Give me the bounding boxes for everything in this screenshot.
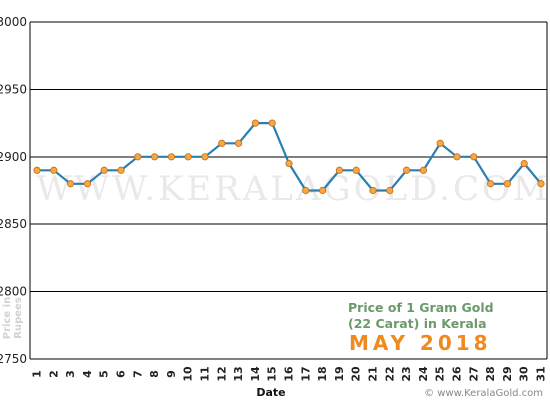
data-point — [268, 119, 276, 127]
data-point — [67, 180, 75, 188]
data-point — [402, 166, 411, 174]
y-axis-title-line2: Rupees — [13, 297, 24, 339]
data-point — [369, 186, 377, 195]
x-tick-label: 24 — [417, 366, 430, 382]
x-tick-label: 11 — [199, 366, 212, 381]
data-point — [486, 180, 495, 188]
y-tick-label: 2950 — [0, 82, 27, 96]
data-point — [470, 153, 478, 161]
x-tick-label: 7 — [131, 370, 144, 378]
x-tick-label: 29 — [501, 366, 514, 381]
data-point — [537, 180, 545, 188]
chart-title-line2: (22 Carat) in Kerala — [348, 316, 487, 331]
data-point — [117, 166, 125, 174]
data-point — [436, 139, 444, 147]
y-tick-label: 2750 — [0, 352, 27, 366]
x-tick-label: 22 — [383, 366, 396, 381]
x-tick-label: 23 — [400, 366, 413, 381]
x-tick-label: 8 — [148, 370, 161, 378]
y-tick-label: 2800 — [0, 285, 27, 299]
data-point — [503, 180, 511, 188]
x-tick-label: 30 — [518, 366, 531, 382]
y-tick-label: 3000 — [0, 15, 27, 29]
x-tick-label: 26 — [451, 366, 464, 382]
data-point — [318, 186, 327, 195]
data-point — [218, 139, 226, 147]
x-axis-title: Date — [256, 386, 285, 399]
y-axis-title-line1: Price in — [2, 297, 13, 339]
x-tick-label: 14 — [249, 366, 262, 382]
data-point — [520, 159, 528, 168]
x-tick-label: 25 — [434, 366, 447, 381]
data-point — [285, 159, 293, 168]
x-tick-label: 2 — [47, 370, 60, 378]
x-tick-label: 17 — [299, 366, 312, 381]
x-tick-label: 16 — [283, 366, 296, 382]
data-point — [386, 186, 394, 195]
x-tick-label: 28 — [484, 366, 497, 381]
data-point — [419, 166, 427, 174]
data-point — [83, 180, 92, 188]
y-tick-label: 2850 — [0, 217, 27, 231]
data-point — [50, 166, 58, 174]
x-tick-label: 12 — [215, 366, 228, 381]
x-tick-label: 10 — [182, 366, 195, 382]
data-point — [335, 166, 343, 174]
data-point — [352, 166, 360, 174]
chart-title-line1: Price of 1 Gram Gold — [348, 300, 494, 315]
x-tick-label: 1 — [31, 370, 44, 378]
data-point — [167, 153, 175, 161]
data-point — [251, 119, 259, 127]
data-point — [151, 153, 159, 161]
y-tick-label: 2900 — [0, 150, 27, 164]
x-tick-label: 27 — [467, 366, 480, 381]
x-tick-label: 4 — [81, 370, 94, 378]
chart-title-month: MAY 2018 — [349, 331, 492, 355]
x-tick-label: 20 — [350, 366, 363, 382]
data-point — [201, 153, 209, 161]
x-tick-label: 9 — [165, 370, 178, 378]
data-point — [453, 153, 461, 161]
data-point — [302, 186, 310, 195]
watermark-text: WWW.KERALAGOLD.COM — [36, 169, 550, 209]
x-tick-label: 19 — [333, 366, 346, 381]
data-point — [184, 153, 192, 161]
data-point — [134, 153, 142, 161]
x-tick-label: 21 — [367, 366, 380, 381]
data-point — [235, 139, 243, 147]
x-tick-label: 18 — [316, 366, 329, 381]
x-tick-label: 31 — [535, 366, 548, 381]
data-point — [33, 166, 41, 174]
x-tick-label: 15 — [266, 366, 279, 381]
x-tick-label: 3 — [64, 370, 77, 378]
data-point — [100, 166, 108, 174]
credit-text: © www.KeralaGold.com — [424, 388, 543, 399]
x-tick-label: 6 — [115, 370, 128, 378]
x-tick-label: 13 — [232, 366, 245, 381]
x-tick-label: 5 — [98, 370, 111, 378]
